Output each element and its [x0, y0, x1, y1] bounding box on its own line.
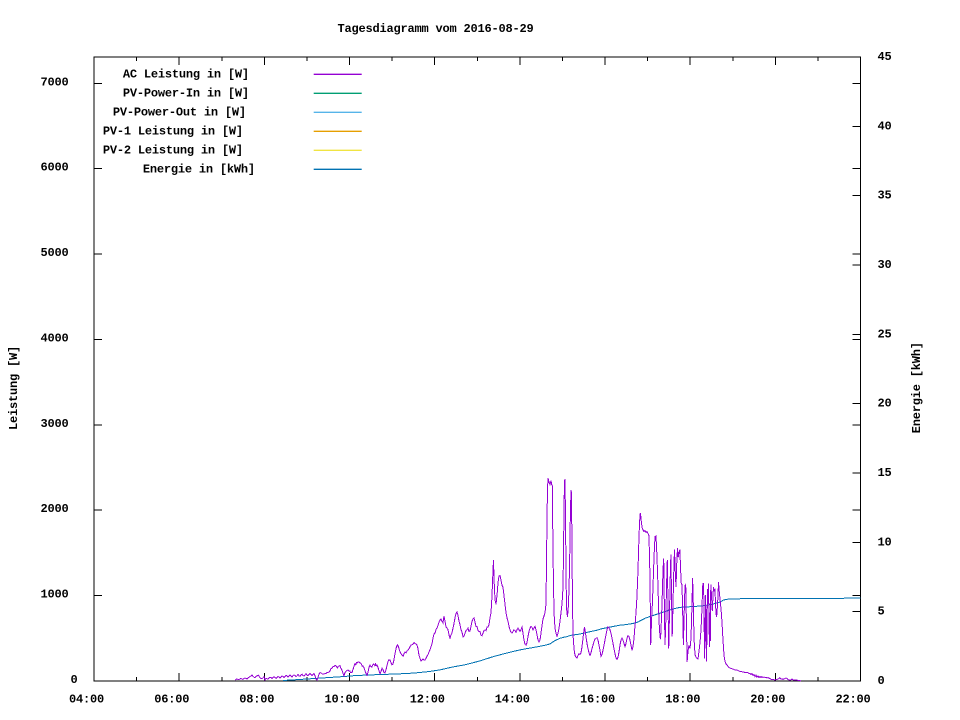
svg-text:12:00: 12:00 [410, 693, 445, 707]
svg-text:Leistung [W]: Leistung [W] [7, 346, 21, 430]
svg-text:PV-1 Leistung in [W]: PV-1 Leistung in [W] [103, 124, 243, 138]
svg-text:10:00: 10:00 [325, 693, 360, 707]
svg-text:08:00: 08:00 [239, 693, 274, 707]
svg-text:22:00: 22:00 [836, 693, 871, 707]
svg-text:14:00: 14:00 [495, 693, 530, 707]
svg-text:06:00: 06:00 [154, 693, 189, 707]
svg-text:5000: 5000 [41, 246, 69, 260]
svg-text:AC Leistung in [W]: AC Leistung in [W] [123, 67, 249, 81]
svg-text:20:00: 20:00 [750, 693, 785, 707]
svg-text:Tagesdiagramm vom 2016-08-29: Tagesdiagramm vom 2016-08-29 [338, 22, 534, 36]
svg-text:Energie in [kWh]: Energie in [kWh] [143, 162, 255, 176]
svg-text:16:00: 16:00 [580, 693, 615, 707]
svg-text:7000: 7000 [41, 75, 69, 89]
svg-text:3000: 3000 [41, 417, 69, 431]
svg-text:04:00: 04:00 [69, 693, 104, 707]
svg-text:PV-Power-Out in [W]: PV-Power-Out in [W] [113, 105, 246, 119]
svg-text:4000: 4000 [41, 332, 69, 346]
svg-text:45: 45 [878, 50, 892, 64]
svg-text:PV-2 Leistung in [W]: PV-2 Leistung in [W] [103, 143, 243, 157]
svg-text:0: 0 [71, 673, 78, 687]
svg-text:25: 25 [878, 327, 892, 341]
svg-text:0: 0 [878, 674, 885, 688]
svg-text:10: 10 [878, 535, 892, 549]
svg-text:30: 30 [878, 258, 892, 272]
svg-text:Energie [kWh]: Energie [kWh] [910, 342, 924, 433]
svg-text:6000: 6000 [41, 161, 69, 175]
svg-text:18:00: 18:00 [665, 693, 700, 707]
svg-text:1000: 1000 [41, 588, 69, 602]
svg-text:PV-Power-In in [W]: PV-Power-In in [W] [123, 86, 249, 100]
svg-text:40: 40 [878, 119, 892, 133]
svg-text:20: 20 [878, 397, 892, 411]
svg-text:2000: 2000 [41, 502, 69, 516]
svg-text:35: 35 [878, 189, 892, 203]
svg-text:5: 5 [878, 605, 885, 619]
svg-text:15: 15 [878, 466, 892, 480]
